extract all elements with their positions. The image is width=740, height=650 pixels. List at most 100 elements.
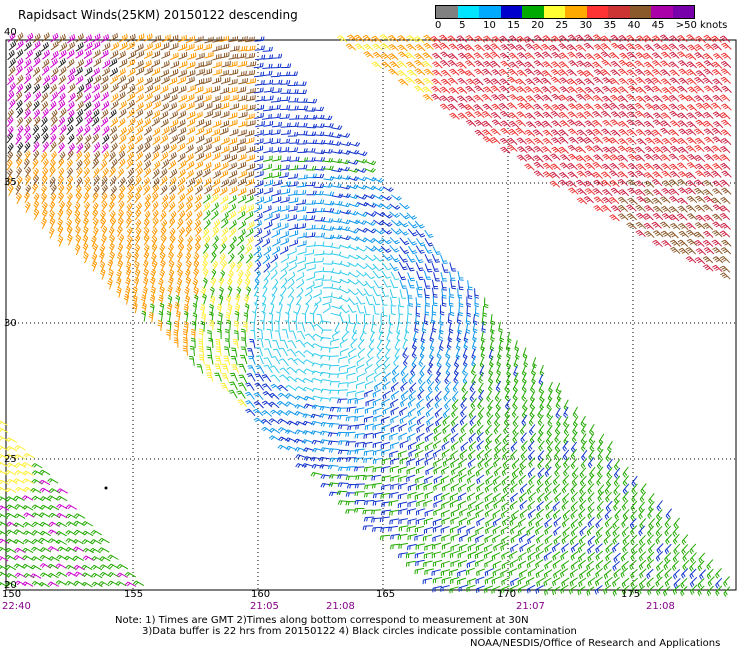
wind-barb [268, 435, 281, 441]
wind-barb [296, 190, 307, 196]
wind-barb [303, 350, 315, 357]
wind-barb [203, 143, 212, 153]
wind-barb [253, 145, 264, 153]
wind-barb [584, 162, 596, 170]
wind-barb [672, 533, 680, 545]
wind-barb [431, 69, 443, 77]
wind-barb [263, 105, 273, 112]
wind-barb [132, 302, 138, 314]
wind-barb [405, 52, 416, 60]
wind-barb [471, 339, 477, 351]
wind-barb [0, 470, 8, 476]
wind-barb [677, 60, 689, 68]
wind-barb [76, 142, 84, 154]
wind-barb [638, 551, 647, 562]
wind-barb [660, 205, 672, 214]
wind-barb [517, 526, 526, 536]
wind-barb [617, 204, 629, 212]
wind-barb [280, 129, 292, 135]
wind-barb [389, 61, 400, 69]
wind-barb [522, 399, 528, 411]
wind-barb [660, 163, 672, 171]
wind-barb [218, 294, 224, 306]
wind-barb [703, 120, 714, 128]
wind-barb [474, 119, 485, 127]
wind-barb [603, 569, 612, 580]
wind-barb [107, 580, 119, 586]
wind-barb [592, 110, 603, 119]
wind-barb [102, 125, 110, 136]
wind-barb [424, 432, 434, 443]
wind-barb [65, 200, 72, 212]
wind-barb [263, 79, 274, 85]
wind-barb [355, 381, 366, 390]
wind-barb [484, 500, 494, 510]
credit-text: NOAA/NESDIS/Office of Research and Appli… [470, 638, 721, 649]
wind-barb [151, 94, 161, 103]
wind-barb [263, 212, 273, 221]
wind-barb [417, 389, 425, 400]
wind-barb [518, 533, 528, 544]
wind-barb [408, 373, 416, 385]
wind-barb [424, 253, 433, 263]
wind-barb [551, 104, 562, 112]
wind-barb [554, 492, 562, 503]
wind-barb [219, 43, 230, 50]
wind-barb [626, 93, 637, 102]
wind-barb [287, 247, 297, 256]
wind-barb [549, 180, 561, 188]
wind-barb [83, 101, 92, 112]
wind-barb [502, 483, 511, 494]
wind-barb [635, 128, 647, 137]
wind-barb [703, 68, 714, 76]
wind-barb [589, 466, 596, 478]
wind-barb [254, 138, 264, 145]
wind-barb [462, 364, 468, 376]
wind-barb [169, 110, 179, 120]
wind-barb [526, 544, 536, 554]
lon-label-155: 155 [124, 589, 144, 600]
wind-barb [124, 571, 136, 578]
wind-barb [635, 77, 646, 85]
wind-barb [426, 373, 433, 385]
wind-barb [178, 43, 188, 51]
wind-barb [100, 34, 110, 43]
wind-barb [191, 320, 197, 332]
wind-barb [323, 200, 335, 206]
lat-label-35: 35 [4, 177, 17, 188]
wind-barb [622, 509, 630, 520]
wind-barb [406, 262, 415, 272]
wind-barb [24, 201, 31, 213]
wind-barb [390, 398, 399, 408]
wind-barb [178, 51, 188, 60]
wind-barb [32, 150, 40, 161]
wind-barb [627, 187, 638, 195]
wind-barb [661, 213, 673, 221]
wind-barb [220, 212, 229, 222]
wind-barb [711, 239, 723, 247]
wind-barb [185, 135, 195, 145]
wind-barb [100, 268, 106, 280]
wind-barb [150, 252, 157, 265]
wind-barb [668, 214, 680, 222]
wind-barb [6, 151, 14, 163]
wind-barb [475, 534, 484, 543]
wind-barb [152, 34, 162, 43]
wind-barb [561, 534, 570, 545]
wind-barb [184, 268, 191, 281]
wind-barb [73, 580, 85, 586]
wind-barb [484, 534, 493, 544]
wind-barb [610, 154, 621, 162]
wind-barb [237, 60, 248, 67]
wind-barb [261, 383, 272, 392]
wind-barb [720, 272, 731, 280]
wind-barb [382, 381, 391, 391]
wind-barb [287, 131, 299, 137]
wind-barb [433, 458, 442, 468]
wind-barb [212, 219, 221, 230]
wind-barb [451, 399, 459, 410]
wind-barb [295, 339, 306, 348]
wind-barb [381, 484, 391, 491]
wind-barb [411, 347, 417, 359]
wind-barb [372, 449, 383, 456]
